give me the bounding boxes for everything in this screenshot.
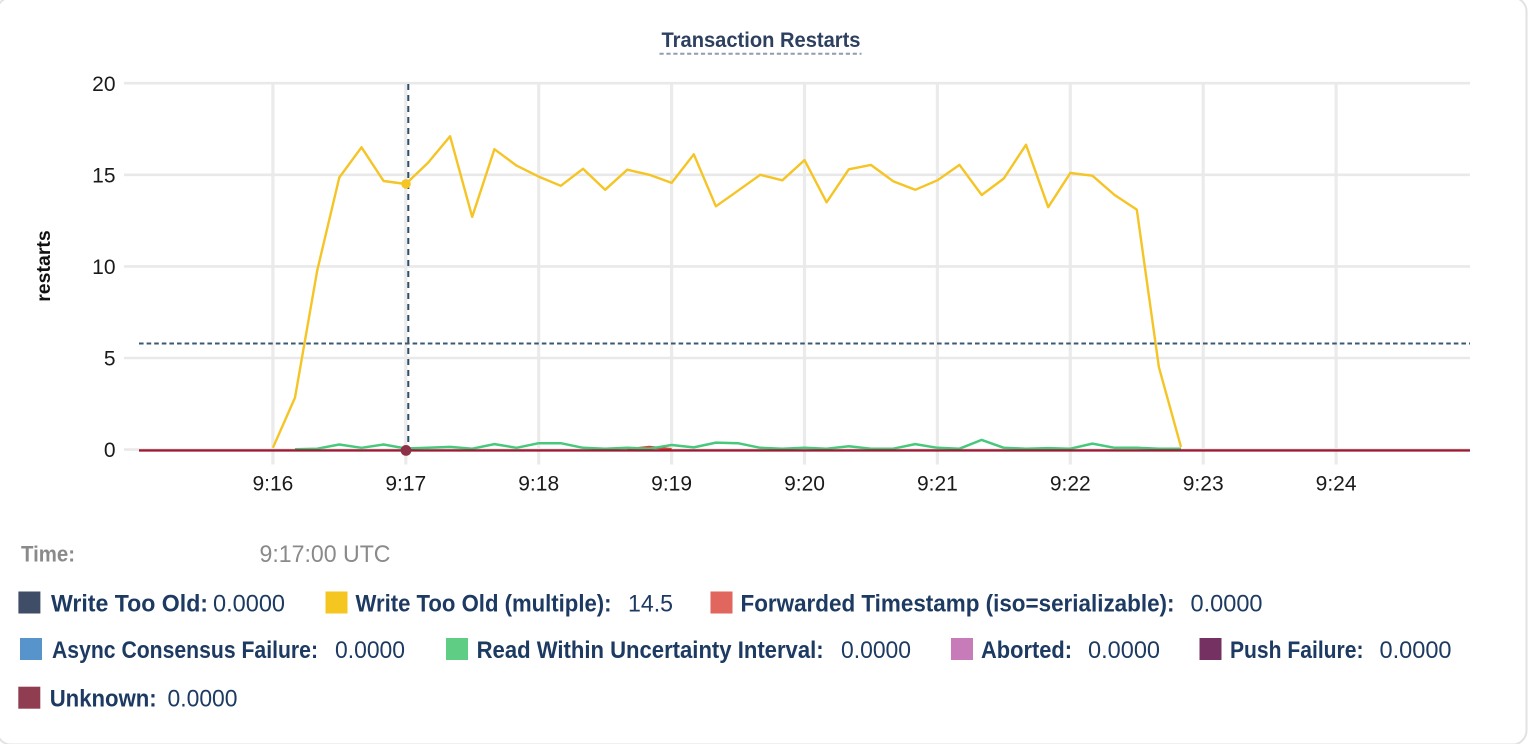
svg-text:Async Consensus Failure:: Async Consensus Failure: <box>52 637 318 664</box>
svg-text:14.5: 14.5 <box>628 591 673 618</box>
svg-text:Write Too Old (multiple):: Write Too Old (multiple): <box>356 591 612 618</box>
svg-text:0.0000: 0.0000 <box>168 686 238 713</box>
svg-text:9:16: 9:16 <box>252 472 293 495</box>
svg-text:0.0000: 0.0000 <box>335 637 405 664</box>
svg-text:9:22: 9:22 <box>1050 472 1091 495</box>
svg-text:0.0000: 0.0000 <box>213 591 285 618</box>
svg-text:10: 10 <box>92 256 115 279</box>
svg-text:Unknown:: Unknown: <box>50 686 157 713</box>
svg-text:Time:: Time: <box>21 542 75 567</box>
svg-text:0: 0 <box>104 439 116 462</box>
svg-text:9:17:00 UTC: 9:17:00 UTC <box>260 541 391 568</box>
svg-text:Push Failure:: Push Failure: <box>1230 637 1364 664</box>
svg-text:5: 5 <box>104 348 116 371</box>
svg-text:Aborted:: Aborted: <box>981 637 1072 664</box>
svg-text:9:18: 9:18 <box>518 472 559 495</box>
svg-text:9:19: 9:19 <box>651 472 692 495</box>
svg-text:0.0000: 0.0000 <box>1191 591 1263 618</box>
svg-text:restarts: restarts <box>33 230 55 302</box>
svg-text:15: 15 <box>92 164 115 187</box>
svg-text:9:17: 9:17 <box>385 472 426 495</box>
svg-text:Write Too Old:: Write Too Old: <box>51 591 208 618</box>
svg-text:9:23: 9:23 <box>1183 472 1224 495</box>
svg-text:Read Within Uncertainty Interv: Read Within Uncertainty Interval: <box>477 637 824 664</box>
svg-text:Transaction Restarts: Transaction Restarts <box>662 29 861 52</box>
svg-text:9:21: 9:21 <box>917 472 958 495</box>
svg-text:0.0000: 0.0000 <box>1380 637 1452 664</box>
svg-text:9:24: 9:24 <box>1316 472 1357 495</box>
svg-text:Forwarded Timestamp (iso=seria: Forwarded Timestamp (iso=serializable): <box>741 591 1175 618</box>
svg-text:9:20: 9:20 <box>784 472 825 495</box>
svg-text:20: 20 <box>92 73 115 96</box>
svg-text:0.0000: 0.0000 <box>1088 637 1160 664</box>
svg-text:0.0000: 0.0000 <box>841 637 911 664</box>
